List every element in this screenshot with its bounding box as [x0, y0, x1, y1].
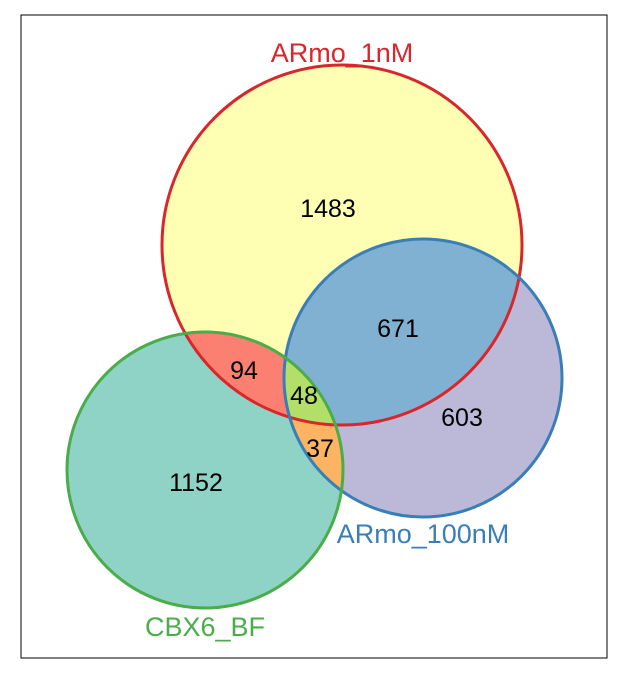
set-labels: ARmo_1nM ARmo_100nM CBX6_BF: [145, 38, 509, 642]
cbx6-bf-label: CBX6_BF: [145, 612, 265, 642]
armo-100nm-label: ARmo_100nM: [337, 519, 510, 549]
count-armo-100nm-cbx6-bf: 37: [306, 435, 334, 463]
armo-100nm-outline: [282, 237, 564, 519]
region-fills: [67, 65, 562, 608]
armo-1nm-cbx6-bf-overlap-fill: [162, 332, 343, 425]
cbx6-bf-outline: [65, 330, 345, 610]
count-cbx6-bf-only: 1152: [169, 469, 223, 497]
region-counts: 1483 603 1152 671 94 37 48: [169, 195, 483, 497]
count-armo-1nm-cbx6-bf: 94: [230, 357, 258, 385]
armo-1nm-armo-100nm-overlap-fill: [284, 239, 522, 425]
armo-1nm-outline: [160, 63, 524, 427]
count-armo-100nm-only: 603: [441, 404, 483, 432]
set-outlines: [65, 63, 564, 610]
armo-1nm-label: ARmo_1nM: [271, 38, 414, 68]
count-armo-1nm-armo-100nm: 671: [377, 315, 419, 343]
count-armo-1nm-only: 1483: [300, 195, 356, 223]
count-all-three: 48: [290, 382, 318, 410]
